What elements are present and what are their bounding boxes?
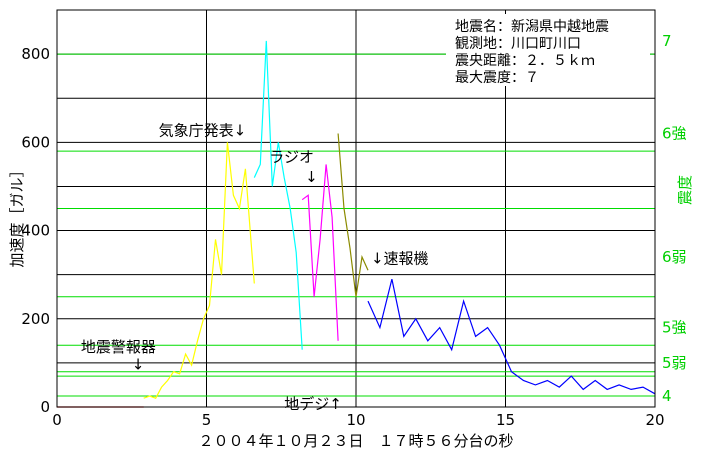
annotation-label: 地デジ↑ [284, 395, 342, 413]
annotation-label: 地震警報器 [81, 338, 156, 356]
intensity-tick-label: 6弱 [662, 248, 687, 266]
intensity-tick-label: 7 [662, 32, 672, 50]
y-axis-label: 加速度［ガル］ [8, 162, 26, 267]
x-tick-label: 5 [202, 411, 212, 429]
annotation-label: ↓ [305, 168, 318, 186]
info-line: 最大震度：７ [455, 70, 539, 86]
annotation-label: ↓ [132, 356, 145, 374]
series-line [337, 133, 369, 297]
series-line [367, 278, 656, 395]
y-tick-label: 200 [21, 310, 50, 328]
plot-frame [56, 9, 656, 408]
annotation-label: ラジオ [269, 148, 314, 166]
y-tick-labels: 0 200 400 600 800 [21, 45, 50, 416]
info-line: 震央距離：２．５ｋｍ [455, 52, 595, 69]
x-tick-label: 0 [52, 411, 62, 429]
series-line [143, 142, 255, 399]
intensity-axis-label: 震度 [676, 175, 694, 205]
series-line [253, 40, 303, 350]
x-tick-label: 15 [496, 411, 515, 429]
info-line: 観測地：川口町川口 [455, 35, 581, 52]
info-box-background [446, 14, 650, 86]
x-axis-label: ２００４年１０月２３日 １７時５６分台の秒 [198, 432, 513, 450]
y-tick-label: 600 [21, 133, 50, 151]
intensity-tick-label: 5強 [662, 319, 687, 337]
y-tick-label: 400 [21, 222, 50, 240]
x-tick-label: 10 [346, 411, 365, 429]
intensity-tick-label: 6強 [662, 125, 687, 143]
acceleration-traces [57, 40, 656, 408]
series-line [301, 164, 339, 341]
info-line: 地震名：新潟県中越地震 [455, 19, 609, 35]
intensity-tick-label: 4 [662, 387, 672, 405]
intensity-tick-labels: 4 5弱 5強 6弱 6強 7 [662, 32, 687, 405]
x-tick-label: 20 [645, 411, 664, 429]
annotation-label: ↓速報機 [371, 250, 429, 268]
y-tick-label: 800 [21, 45, 50, 63]
y-tick-label: 0 [40, 398, 50, 416]
annotation-label: 気象庁発表↓ [159, 122, 247, 140]
intensity-tick-label: 5弱 [662, 354, 687, 372]
x-tick-labels: 0 5 10 15 20 [52, 411, 664, 429]
